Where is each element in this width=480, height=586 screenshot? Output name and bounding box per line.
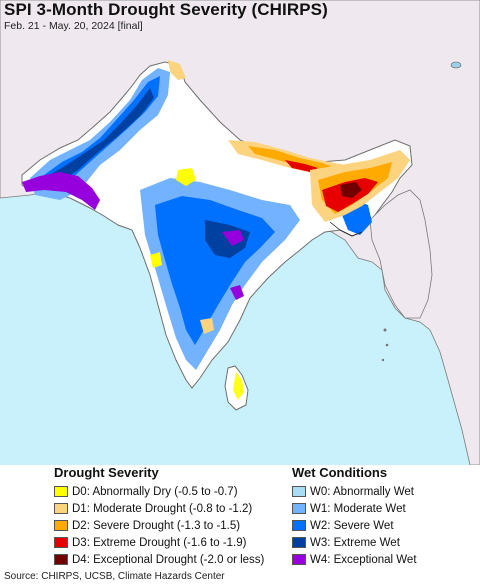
swatch-w3	[292, 537, 306, 548]
wet-legend: Wet Conditions W0: Abnormally Wet W1: Mo…	[292, 465, 417, 568]
andaman-islands	[383, 328, 387, 332]
legend-item-w3: W3: Extreme Wet	[292, 534, 417, 551]
wet-central-w4	[222, 230, 244, 246]
map-title: SPI 3-Month Drought Severity (CHIRPS)	[4, 0, 328, 19]
legend-item-d3: D3: Extreme Drought (-1.6 to -1.9)	[54, 534, 264, 551]
drought-ne-d4	[340, 182, 362, 198]
andaman-islands-2	[385, 343, 389, 347]
drought-legend-heading: Drought Severity	[54, 465, 159, 480]
legend-item-d2: D2: Severe Drought (-1.3 to -1.5)	[54, 517, 264, 534]
drought-south-d0	[150, 252, 162, 268]
drought-deccan-d1	[200, 318, 214, 334]
wet-pakistan-w4	[22, 172, 100, 210]
legend-label-d2: D2: Severe Drought (-1.3 to -1.5)	[72, 519, 241, 532]
map-canvas	[0, 0, 480, 465]
myanmar-land	[369, 189, 433, 319]
wet-east-coast-w4	[230, 285, 244, 300]
legend-label-d1: D1: Moderate Drought (-0.8 to -1.2)	[72, 502, 253, 515]
title-block: SPI 3-Month Drought Severity (CHIRPS) Fe…	[4, 0, 328, 33]
legend-label-d0: D0: Abnormally Dry (-0.5 to -0.7)	[72, 485, 238, 498]
drought-legend: Drought Severity D0: Abnormally Dry (-0.…	[54, 465, 264, 568]
drought-north-d1	[168, 60, 186, 80]
wet-legend-heading: Wet Conditions	[292, 465, 388, 480]
island	[450, 61, 462, 69]
swatch-w1	[292, 503, 306, 514]
swatch-d4	[54, 554, 68, 565]
sri-lanka-d0	[233, 372, 244, 400]
legend-label-w2: W2: Severe Wet	[310, 519, 394, 532]
swatch-w0	[292, 486, 306, 497]
legend-label-w0: W0: Abnormally Wet	[310, 485, 414, 498]
legend-item-d0: D0: Abnormally Dry (-0.5 to -0.7)	[54, 483, 264, 500]
legend-item-d1: D1: Moderate Drought (-0.8 to -1.2)	[54, 500, 264, 517]
drought-central-d0	[176, 168, 196, 186]
swatch-d1	[54, 503, 68, 514]
legend-item-d4: D4: Exceptional Drought (-2.0 or less)	[54, 551, 264, 568]
legend-item-w1: W1: Moderate Wet	[292, 500, 417, 517]
drought-map: SPI 3-Month Drought Severity (CHIRPS) Fe…	[0, 0, 480, 465]
swatch-w2	[292, 520, 306, 531]
legend-label-d4: D4: Exceptional Drought (-2.0 or less)	[72, 553, 265, 566]
wet-northwest-w2	[40, 76, 160, 188]
drought-nepal-d3	[285, 160, 318, 172]
legend-label-w3: W3: Extreme Wet	[310, 536, 400, 549]
coastline	[329, 221, 363, 237]
legend-item-w2: W2: Severe Wet	[292, 517, 417, 534]
swatch-d3	[54, 537, 68, 548]
source-credit: Source: CHIRPS, UCSB, Climate Hazards Ce…	[4, 571, 225, 582]
map-subtitle: Feb. 21 - May. 20, 2024 [final]	[4, 20, 143, 32]
legend-item-w0: W0: Abnormally Wet	[292, 483, 417, 500]
swatch-d2	[54, 520, 68, 531]
legend-item-w4: W4: Exceptional Wet	[292, 551, 417, 568]
legend-label-w4: W4: Exceptional Wet	[310, 553, 417, 566]
swatch-w4	[292, 554, 306, 565]
legend: Drought Severity D0: Abnormally Dry (-0.…	[0, 465, 480, 568]
swatch-d0	[54, 486, 68, 497]
legend-label-w1: W1: Moderate Wet	[310, 502, 406, 515]
andaman-islands-3	[381, 358, 385, 362]
legend-label-d3: D3: Extreme Drought (-1.6 to -1.9)	[72, 536, 247, 549]
